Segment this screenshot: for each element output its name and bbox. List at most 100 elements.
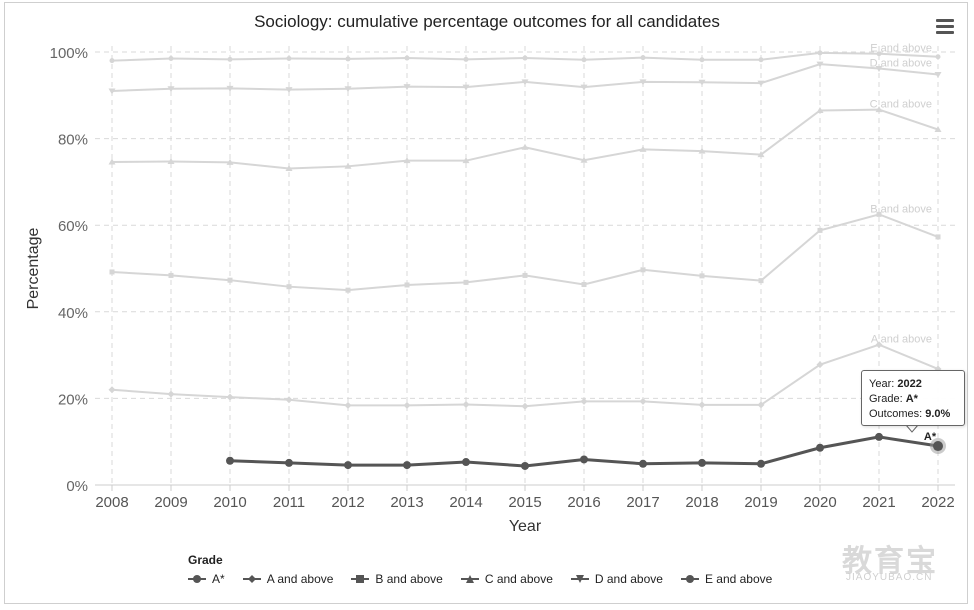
data-point: [463, 56, 469, 62]
data-point: [816, 61, 824, 68]
data-point: [580, 84, 588, 91]
data-point: [640, 267, 646, 273]
data-point: [167, 86, 175, 93]
data-tooltip: Year: 2022 Grade: A* Outcomes: 9.0%: [861, 370, 965, 426]
data-point: [698, 401, 706, 409]
legend: A* A and above B and above C and above D and…: [188, 572, 790, 586]
data-point: [876, 51, 882, 57]
y-tick-label: 100%: [50, 45, 88, 62]
point-data-label: A*: [924, 431, 937, 443]
data-point: [580, 156, 588, 163]
data-point: [580, 397, 588, 405]
data-point: [403, 157, 411, 164]
data-point: [167, 390, 175, 398]
legend-label: D and above: [594, 572, 663, 586]
legend-marker-icon: [242, 575, 261, 583]
data-point: [816, 443, 824, 452]
data-point: [521, 79, 529, 86]
series-end-label: D and above: [870, 57, 932, 69]
data-point: [521, 143, 529, 150]
data-point: [404, 282, 410, 288]
x-tick-label: 2011: [273, 494, 305, 511]
legend-item-a[interactable]: A*: [188, 572, 225, 586]
x-tick-label: 2019: [744, 494, 777, 511]
legend-item-e-and-above[interactable]: E and above: [680, 572, 773, 586]
tooltip-outcome: 9.0%: [925, 408, 951, 420]
data-point: [167, 158, 175, 165]
data-point: [285, 87, 293, 94]
legend-label: E and above: [704, 572, 773, 586]
data-point: [286, 284, 292, 290]
legend-label: B and above: [375, 572, 443, 586]
data-point: [875, 432, 883, 441]
legend-marker-icon: [188, 575, 206, 583]
data-point: [109, 269, 115, 275]
data-point: [285, 458, 293, 467]
y-tick-label: 0%: [66, 478, 88, 495]
y-axis-label: Percentage: [25, 227, 42, 309]
data-point: [403, 401, 411, 409]
data-point: [345, 56, 351, 62]
y-tick-label: 20%: [58, 391, 88, 408]
legend-label: C and above: [484, 572, 553, 586]
data-point: [168, 272, 174, 278]
data-point: [935, 234, 941, 240]
data-point: [344, 162, 352, 169]
x-tick-label: 2016: [567, 494, 600, 511]
y-tick-label: 40%: [58, 305, 88, 322]
data-point: [226, 393, 234, 401]
data-point: [639, 397, 647, 405]
x-tick-label: 2008: [95, 494, 128, 511]
data-point: [816, 361, 824, 369]
x-axis-label: Year: [509, 518, 542, 535]
series-end-label: E and above: [870, 43, 932, 55]
legend-item-a-and-above[interactable]: A and above: [242, 572, 334, 586]
chart-title: Sociology: cumulative percentage outcome…: [254, 12, 720, 31]
watermark-logo: 教育宝: [842, 545, 938, 578]
x-tick-label: 2018: [685, 494, 718, 511]
legend-label: A and above: [266, 572, 334, 586]
tooltip-pointer: [905, 424, 919, 433]
data-point: [875, 106, 883, 113]
data-point: [639, 459, 647, 468]
data-point: [462, 84, 470, 91]
data-point: [108, 88, 116, 95]
legend-item-d-and-above[interactable]: D and above: [570, 572, 663, 586]
data-point: [581, 282, 587, 288]
data-point: [462, 458, 470, 467]
data-point: [934, 126, 942, 133]
legend-item-b-and-above[interactable]: B and above: [351, 572, 443, 586]
hamburger-menu-icon[interactable]: [936, 19, 954, 34]
data-point: [817, 50, 823, 56]
data-point: [699, 273, 705, 279]
data-point: [403, 461, 411, 470]
data-point: [699, 57, 705, 63]
data-point: [816, 106, 824, 113]
data-point: [462, 157, 470, 164]
data-point: [285, 396, 293, 404]
data-point: [404, 55, 410, 61]
data-point: [875, 65, 883, 72]
data-point: [640, 55, 646, 61]
data-point: [168, 55, 174, 61]
data-point: [758, 57, 764, 63]
data-point: [521, 402, 529, 410]
data-point: [463, 279, 469, 285]
legend-item-c-and-above[interactable]: C and above: [460, 572, 553, 586]
data-point: [639, 145, 647, 152]
data-point: [109, 58, 115, 64]
legend-marker-icon: [351, 575, 370, 583]
y-tick-label: 60%: [58, 218, 88, 235]
tooltip-grade: A*: [905, 393, 918, 405]
data-point: [522, 272, 528, 278]
data-point: [108, 386, 116, 394]
data-point: [286, 55, 292, 61]
data-point: [345, 287, 351, 293]
data-point: [521, 461, 529, 470]
data-point: [758, 278, 764, 284]
data-point: [403, 84, 411, 91]
y-tick-label: 80%: [58, 132, 88, 149]
data-point: [227, 277, 233, 283]
series-line-b-and-above: [111, 213, 939, 292]
